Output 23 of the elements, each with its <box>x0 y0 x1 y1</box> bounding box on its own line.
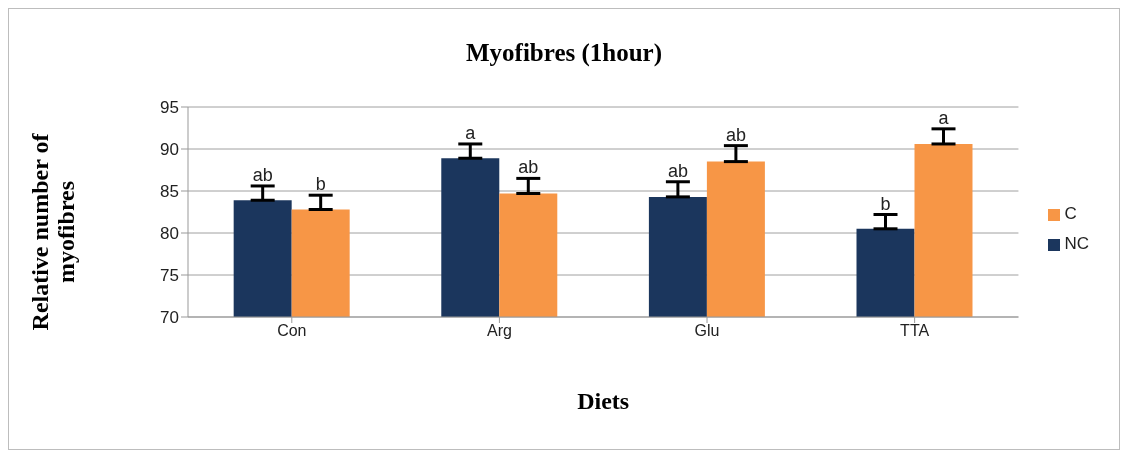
y-tick-label: 70 <box>160 308 179 328</box>
legend-label: C <box>1064 204 1077 223</box>
x-tick-label: Arg <box>486 322 512 340</box>
y-tick-label: 75 <box>160 266 179 286</box>
y-tick-label: 90 <box>160 140 179 160</box>
x-tick-label: TTA <box>900 322 930 340</box>
data-label: a <box>938 107 950 128</box>
data-label: b <box>880 193 891 214</box>
y-tick-label: 80 <box>160 224 179 244</box>
y-tick-label: 85 <box>160 182 179 202</box>
x-tick-label: Glu <box>694 322 720 340</box>
y-axis-title: Relative number of myofibres <box>27 132 79 331</box>
data-label: ab <box>725 124 746 145</box>
data-label: ab <box>252 164 273 185</box>
chart-title: Myofibres (1hour) <box>464 39 663 67</box>
data-label: ab <box>667 160 688 181</box>
x-axis-title: Diets <box>577 388 630 415</box>
data-label: a <box>465 122 477 143</box>
data-label: ab <box>518 157 539 178</box>
x-tick-label: Con <box>277 322 307 340</box>
legend-label: NC <box>1064 234 1089 253</box>
y-tick-label: 95 <box>160 98 179 118</box>
data-label: b <box>315 174 326 195</box>
